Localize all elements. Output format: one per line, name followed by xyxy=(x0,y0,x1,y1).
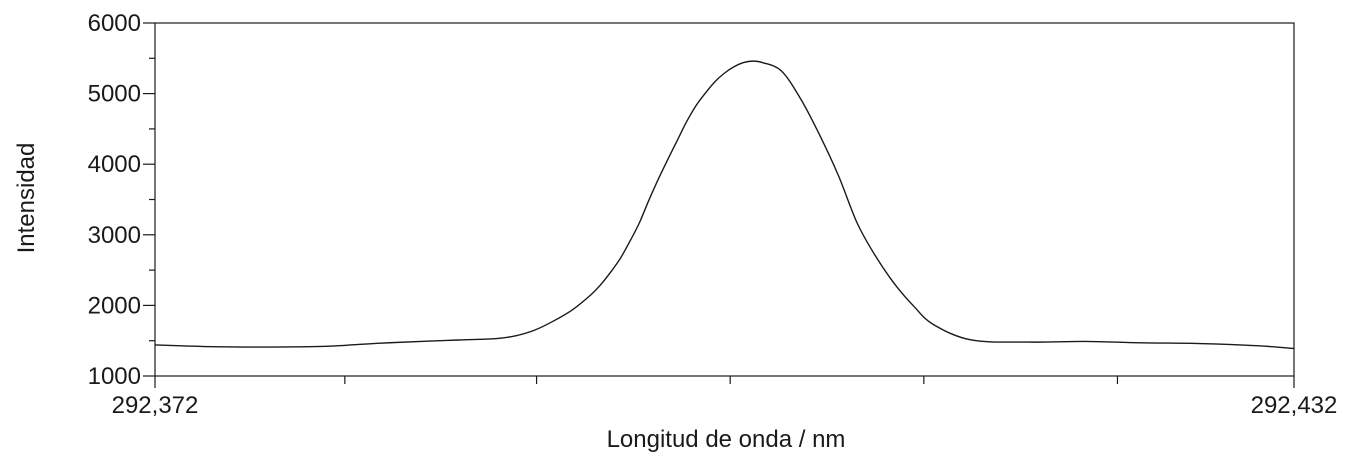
x-axis-label: Longitud de onda / nm xyxy=(607,426,846,453)
y-tick-label: 4000 xyxy=(88,151,141,178)
y-axis-label: Intensidad xyxy=(13,143,40,254)
intensity-curve xyxy=(154,60,1295,350)
y-tick-label: 6000 xyxy=(88,10,141,37)
ticks-layer xyxy=(143,22,1295,388)
y-tick-label: 1000 xyxy=(88,363,141,390)
y-tick-label: 5000 xyxy=(88,81,141,108)
y-tick-labels: 1000 2000 3000 4000 5000 6000 xyxy=(88,10,141,390)
x-tick-label: 292,372 xyxy=(112,392,199,419)
x-tick-label: 292,432 xyxy=(1251,392,1338,419)
x-tick-labels: 292,372 292,432 xyxy=(112,392,1338,419)
plot-frame xyxy=(154,22,1295,377)
y-tick-label: 2000 xyxy=(88,292,141,319)
y-tick-label: 3000 xyxy=(88,222,141,249)
